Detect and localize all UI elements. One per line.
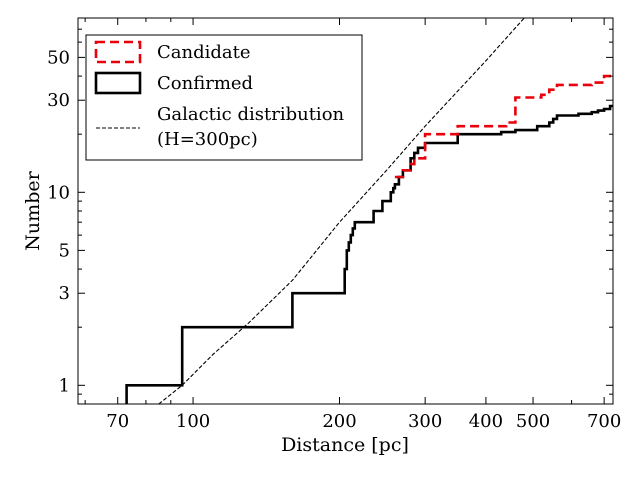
plot-series xyxy=(125,18,613,404)
x-tick-label: 100 xyxy=(176,411,210,432)
y-tick-label: 50 xyxy=(47,47,70,68)
y-tick-label: 1 xyxy=(59,375,70,396)
x-tick-label: 400 xyxy=(469,411,503,432)
x-tick-label: 200 xyxy=(322,411,356,432)
legend-box xyxy=(85,34,363,161)
legend-galactic-label: Galactic distribution xyxy=(157,104,345,125)
series-galactic-distribution-line xyxy=(158,18,525,404)
axis-ticks: 70 100 200 300 400 500 700 1 3 5 10 30 50 xyxy=(47,17,621,432)
series-candidate-line xyxy=(394,74,613,179)
y-tick-label: 5 xyxy=(59,240,70,261)
legend-candidate-swatch xyxy=(94,40,142,64)
x-axis-label: Distance [pc] xyxy=(281,434,409,456)
x-tick-label: 700 xyxy=(587,411,621,432)
x-tick-label: 70 xyxy=(106,411,129,432)
legend-galactic-label-line2: (H=300pc) xyxy=(157,129,258,150)
y-tick-label: 30 xyxy=(47,90,70,111)
y-axis-label: Number xyxy=(22,170,44,250)
x-tick-label: 500 xyxy=(516,411,550,432)
legend-confirmed-label: Confirmed xyxy=(157,73,253,94)
legend-candidate-label: Candidate xyxy=(157,42,251,63)
legend: Candidate Confirmed Galactic distributio… xyxy=(85,34,363,161)
y-tick-label: 3 xyxy=(59,283,70,304)
x-tick-label: 300 xyxy=(408,411,442,432)
y-tick-label: 10 xyxy=(47,182,70,203)
legend-confirmed-swatch xyxy=(94,71,142,95)
